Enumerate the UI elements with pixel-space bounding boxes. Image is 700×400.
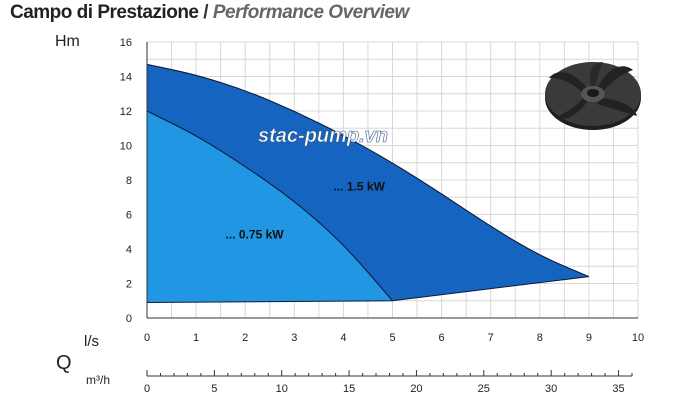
curve-1-5kw xyxy=(146,63,590,278)
flow-symbol-label: Q xyxy=(56,352,72,374)
secondary-x-tick-label: 15 xyxy=(343,383,355,395)
x-tick-label: 1 xyxy=(193,332,199,344)
curve-0-75kw xyxy=(146,110,393,302)
chart-title: Campo di Prestazione / Performance Overv… xyxy=(10,2,409,24)
x-tick-label: 8 xyxy=(537,332,543,344)
performance-areas xyxy=(146,63,590,303)
y-tick-label: 6 xyxy=(126,210,132,222)
y-tick-label: 16 xyxy=(120,37,132,49)
curve-lower-boundary xyxy=(146,276,589,303)
title-main: Campo di Prestazione xyxy=(10,2,199,23)
y-tick-label: 10 xyxy=(120,141,132,153)
series-label-0-75kw: ... 0.75 kW xyxy=(226,228,285,242)
x-tick-label: 4 xyxy=(340,332,346,344)
secondary-x-tick-label: 0 xyxy=(144,383,150,395)
y-tick-label: 2 xyxy=(126,279,132,291)
secondary-x-tick-label: 35 xyxy=(612,383,624,395)
secondary-x-tick-label: 5 xyxy=(211,383,217,395)
x-tick-label: 7 xyxy=(488,332,494,344)
y-tick-label: 0 xyxy=(126,313,132,325)
y-tick-label: 8 xyxy=(126,175,132,187)
title-separator: / xyxy=(198,2,213,23)
x-tick-label: 0 xyxy=(144,332,150,344)
title-subtitle: Performance Overview xyxy=(212,2,409,23)
secondary-x-tick-label: 25 xyxy=(478,383,490,395)
y-tick-label: 4 xyxy=(126,244,132,256)
axes xyxy=(146,42,638,377)
x-tick-label: 9 xyxy=(586,332,592,344)
x-tick-label: 10 xyxy=(632,332,644,344)
y-tick-label: 14 xyxy=(120,72,132,84)
y-axis-unit-label: Hm xyxy=(55,33,80,50)
watermark: stac-pump.vn xyxy=(258,125,388,147)
secondary-x-tick-label: 20 xyxy=(410,383,422,395)
x-tick-label: 6 xyxy=(439,332,445,344)
secondary-x-tick-label: 30 xyxy=(545,383,557,395)
x-tick-label: 5 xyxy=(389,332,395,344)
y-tick-label: 12 xyxy=(120,106,132,118)
x-tick-label: 3 xyxy=(291,332,297,344)
area-0-75kw xyxy=(147,111,393,303)
series-label-1-5kw: ... 1.5 kW xyxy=(334,179,386,193)
secondary-x-axis-unit-label: m³/h xyxy=(86,373,110,387)
impeller-image xyxy=(545,62,641,130)
x-axis-unit-label: l/s xyxy=(84,333,99,350)
secondary-x-tick-label: 10 xyxy=(276,383,288,395)
x-tick-label: 2 xyxy=(242,332,248,344)
